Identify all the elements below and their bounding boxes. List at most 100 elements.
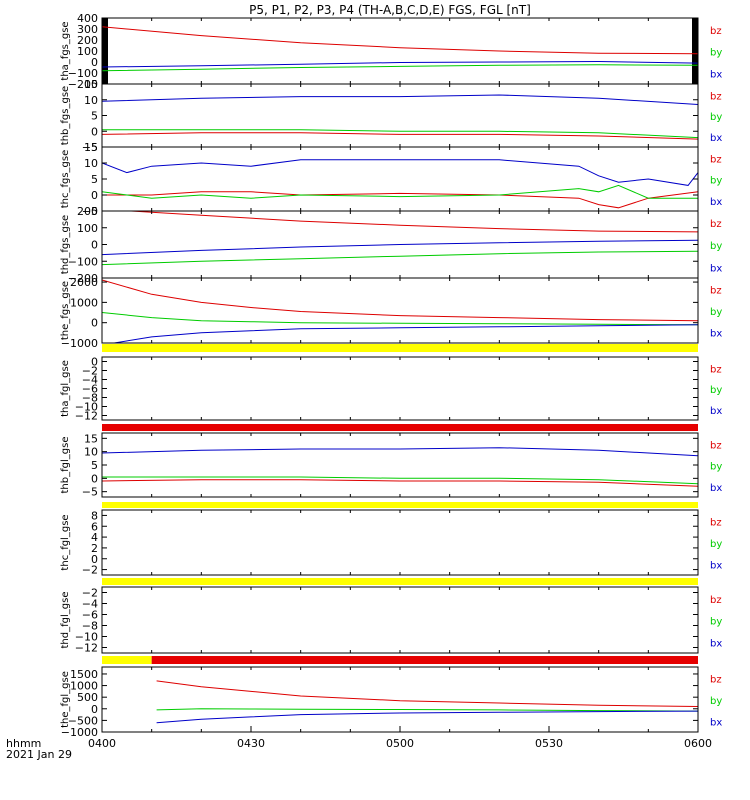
y-tick-label: −100 bbox=[68, 255, 98, 268]
y-tick-label: −8 bbox=[82, 392, 98, 405]
y-tick-label: 0 bbox=[91, 56, 98, 69]
legend-bx: bx bbox=[710, 561, 722, 572]
x-tick-label: 0500 bbox=[386, 737, 414, 750]
flag-bar-1 bbox=[102, 578, 698, 585]
series-line-bx bbox=[102, 239, 698, 256]
y-tick-label: −200 bbox=[68, 272, 98, 285]
series-group bbox=[102, 159, 698, 209]
y-tick-label: −5 bbox=[82, 141, 98, 154]
legend-by: by bbox=[710, 617, 722, 628]
y-tick-label: −10 bbox=[75, 631, 98, 644]
y-axis-label: thc_fgs_gse bbox=[60, 150, 71, 209]
y-axis-label: tha_fgl_gse bbox=[60, 360, 71, 417]
legend-bz: bz bbox=[710, 219, 722, 230]
y-tick-label: −2 bbox=[82, 365, 98, 378]
series-line-bz bbox=[102, 479, 698, 487]
y-tick-label: 0 bbox=[91, 356, 98, 369]
panel-frame bbox=[101, 432, 699, 498]
panel-frame bbox=[101, 666, 699, 733]
y-tick-label: 0 bbox=[91, 703, 98, 716]
series-line-bz bbox=[122, 211, 698, 233]
series-group bbox=[102, 279, 698, 343]
series-line-bz bbox=[102, 279, 698, 322]
y-tick-label: 0 bbox=[91, 553, 98, 566]
series-line-bx bbox=[102, 159, 698, 186]
y-tick-label: 0 bbox=[91, 472, 98, 485]
legend-bz: bz bbox=[710, 91, 722, 102]
series-line-bz bbox=[102, 132, 698, 140]
y-tick-label: 500 bbox=[77, 691, 98, 704]
y-axis-label: thd_fgl_gse bbox=[60, 592, 71, 649]
series-group bbox=[102, 94, 698, 140]
series-line-by bbox=[102, 250, 698, 266]
legend-bx: bx bbox=[710, 329, 722, 340]
legend-bx: bx bbox=[710, 483, 722, 494]
panel-frame bbox=[101, 586, 699, 654]
series-line-by bbox=[102, 476, 698, 485]
panel-frame bbox=[101, 83, 699, 148]
panel-frame bbox=[101, 356, 699, 421]
y-tick-label: 2 bbox=[91, 542, 98, 555]
date-label: 2021 Jan 29 bbox=[6, 748, 72, 761]
y-tick-label: 4 bbox=[91, 531, 98, 544]
y-axis-label: thd_fgs_gse bbox=[60, 215, 71, 274]
series-line-by bbox=[102, 129, 698, 139]
series-line-bz bbox=[102, 191, 698, 209]
chart-title: P5, P1, P2, P3, P4 (TH-A,B,C,D,E) FGS, F… bbox=[249, 3, 531, 17]
y-tick-label: 5 bbox=[91, 110, 98, 123]
legend-bz: bz bbox=[710, 675, 722, 686]
series-group bbox=[102, 211, 698, 266]
legend-by: by bbox=[710, 241, 722, 252]
legend-by: by bbox=[710, 539, 722, 550]
y-tick-label: 100 bbox=[77, 45, 98, 58]
y-axis-label: thb_fgs_gse bbox=[60, 86, 71, 145]
y-tick-label: 1000 bbox=[70, 296, 98, 309]
y-tick-label: 10 bbox=[84, 446, 98, 459]
y-tick-label: −2 bbox=[82, 564, 98, 577]
y-tick-label: 1000 bbox=[70, 680, 98, 693]
x-tick-label: 0430 bbox=[237, 737, 265, 750]
series-group bbox=[102, 447, 698, 487]
y-tick-label: −200 bbox=[68, 78, 98, 91]
flag-bar-1 bbox=[102, 424, 698, 431]
panel-3: 15 10 5 0 −5 thc_fgs_gse bz by bx bbox=[60, 141, 722, 218]
y-tick-label: −10 bbox=[75, 401, 98, 414]
y-tick-label: −6 bbox=[82, 383, 98, 396]
x-tick-label: 0530 bbox=[535, 737, 563, 750]
y-tick-label: −100 bbox=[68, 67, 98, 80]
y-axis-label: thb_fgl_gse bbox=[60, 437, 71, 494]
legend-bx: bx bbox=[710, 69, 722, 80]
series-line-bx bbox=[102, 447, 698, 457]
panel-frame bbox=[101, 17, 699, 85]
panel-2: 15 10 5 0 −5 thb_fgs_gse bz by bx bbox=[60, 78, 722, 154]
x-tick-label: 0400 bbox=[88, 737, 116, 750]
y-tick-label: 0 bbox=[91, 317, 98, 330]
x-axis: 0400 0430 0500 0530 0600 bbox=[88, 18, 712, 750]
y-tick-label: −12 bbox=[75, 410, 98, 423]
y-axis-label: tha_fgs_gse bbox=[60, 21, 71, 80]
y-tick-label: 1500 bbox=[70, 668, 98, 681]
y-tick-label: 8 bbox=[91, 509, 98, 522]
time-label: hhmm bbox=[6, 737, 41, 750]
series-line-by bbox=[156, 708, 698, 712]
legend-bx: bx bbox=[710, 133, 722, 144]
y-tick-label: −1000 bbox=[61, 337, 98, 350]
legend-bx: bx bbox=[710, 718, 722, 729]
flag-bar-1 bbox=[102, 656, 152, 664]
legend-by: by bbox=[710, 112, 722, 123]
panel-6: 0−2−4−6−8−10−12 tha_fgl_gse bz by bx bbox=[60, 344, 722, 423]
series-line-bx bbox=[102, 60, 698, 68]
y-tick-label: 15 bbox=[84, 432, 98, 445]
y-tick-label: −500 bbox=[68, 714, 98, 727]
legend-bz: bz bbox=[710, 364, 722, 375]
y-tick-label: 100 bbox=[77, 222, 98, 235]
legend-bz: bz bbox=[710, 155, 722, 166]
y-axis-label: thc_fgl_gse bbox=[60, 514, 71, 570]
series-line-bx bbox=[102, 94, 698, 105]
